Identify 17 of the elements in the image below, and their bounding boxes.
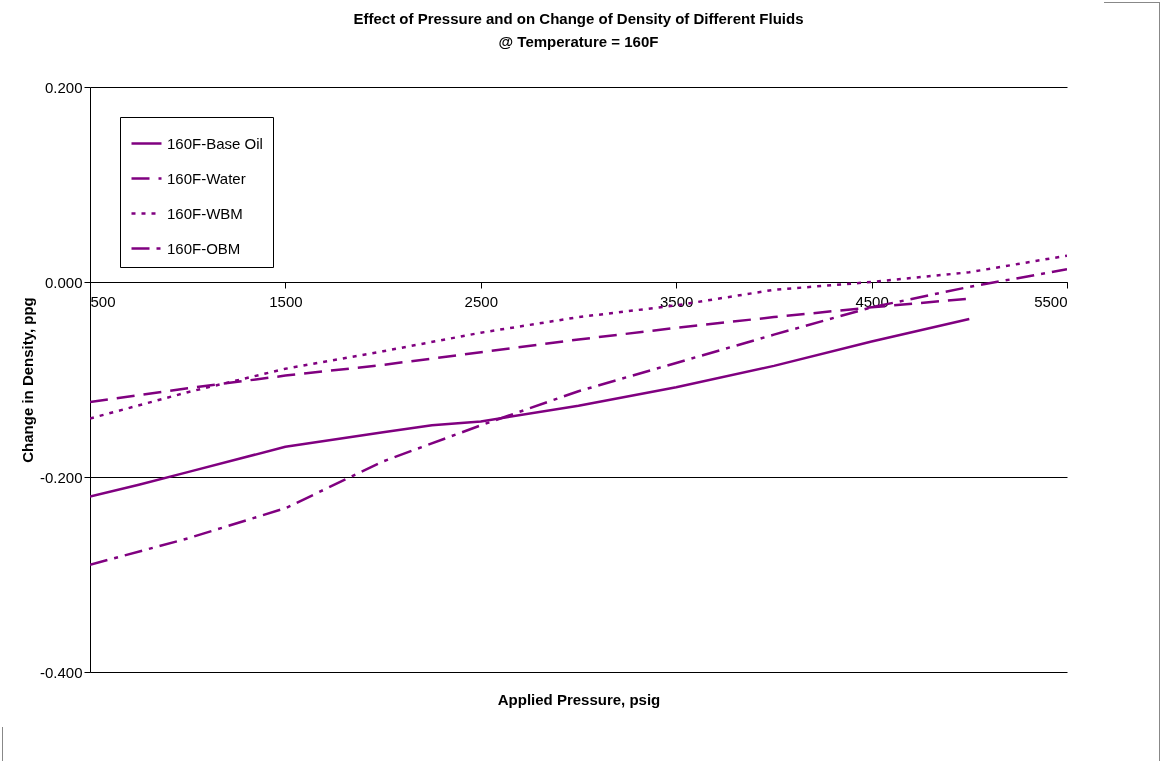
- x-tick-label: 1500: [269, 292, 303, 310]
- x-tick-label: 500: [90, 292, 116, 310]
- legend-label: 160F-Water: [167, 169, 246, 187]
- chart-subtitle: @ Temperature = 160F: [498, 33, 659, 50]
- y-tick-label: 0.000: [44, 273, 83, 291]
- legend-label: 160F-OBM: [167, 239, 241, 257]
- legend-label: 160F-Base Oil: [167, 134, 263, 152]
- y-tick-label: 0.200: [44, 78, 83, 96]
- y-tick-label: -0.200: [39, 468, 83, 486]
- chart-title: Effect of Pressure and on Change of Density of Different Fluids: [353, 10, 804, 27]
- y-tick-label: -0.400: [39, 663, 83, 681]
- x-tick-label: 5500: [1034, 292, 1068, 310]
- x-tick-label: 2500: [464, 292, 498, 310]
- legend-label: 160F-WBM: [167, 204, 243, 222]
- x-axis-title: Applied Pressure, psig: [497, 690, 661, 708]
- y-axis-title: Change in Density, ppg: [18, 297, 36, 463]
- line-series: [90, 254, 1067, 420]
